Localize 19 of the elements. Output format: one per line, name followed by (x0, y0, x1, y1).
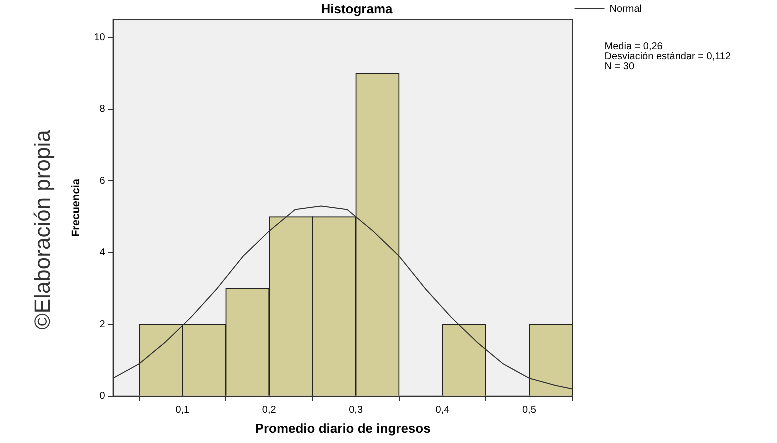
text: N = 30 (604, 61, 635, 72)
y-axis-title: Frecuencia (70, 178, 83, 238)
y-tick-label: 4 (100, 248, 106, 259)
y-tick-label: 10 (94, 32, 106, 44)
y-tick-label: 6 (100, 176, 106, 187)
text: ©Elaboración propia (30, 129, 56, 330)
chart-title: Histograma (321, 1, 394, 16)
x-tick-label: 0,2 (262, 405, 277, 416)
x-tick-label: 0,5 (522, 405, 537, 416)
text: Media = 0,26 (604, 41, 664, 52)
y-tick-label: 0 (100, 391, 106, 402)
x-tick-label: 0,3 (349, 405, 364, 416)
legend-label: Normal (610, 4, 642, 15)
text: Desviación estándar = 0,112 (604, 51, 732, 62)
y-tick-label: 2 (100, 319, 106, 330)
x-axis-title: Promedio diario de ingresos (255, 420, 431, 436)
y-tick-label: 8 (100, 104, 106, 116)
x-tick-label: 0,4 (436, 405, 450, 416)
x-tick-label: 0,1 (176, 405, 190, 416)
